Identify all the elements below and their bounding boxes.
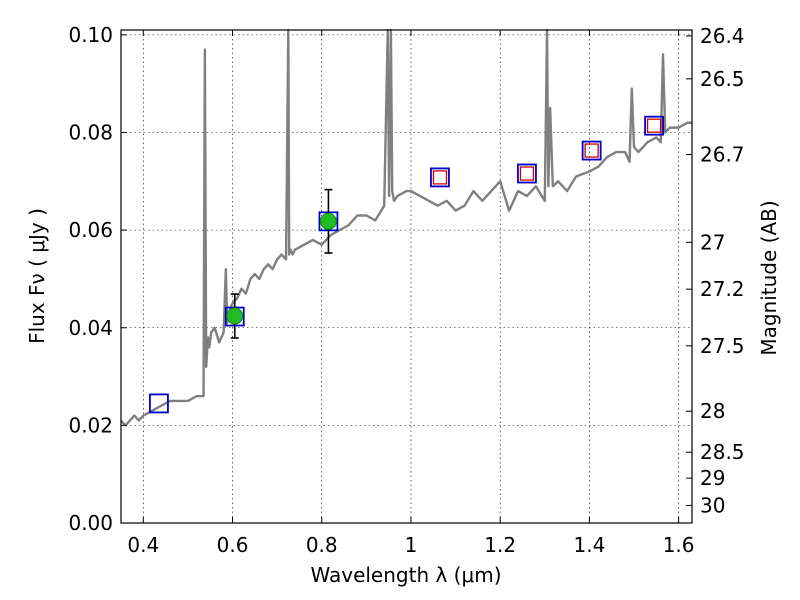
model-photometry-marker — [430, 167, 450, 188]
plot-background — [121, 30, 692, 523]
x-tick-label: 1.2 — [484, 533, 516, 557]
detection-point — [226, 307, 244, 325]
detection-point — [319, 212, 337, 230]
y2-tick-label: 26.4 — [700, 24, 745, 48]
y-tick-label: 0.06 — [68, 218, 113, 242]
observed-photometry-marker — [519, 166, 535, 181]
model-photometry-marker — [644, 115, 664, 136]
y2-tick-label: 28 — [700, 399, 725, 423]
y2-tick-label: 27.5 — [700, 334, 745, 358]
y2-tick-label: 26.7 — [700, 142, 745, 166]
model-photometry-marker — [581, 140, 602, 161]
y-tick-label: 0.00 — [68, 511, 113, 535]
y2-tick-label: 27 — [700, 230, 725, 254]
x-tick-label: 0.6 — [217, 533, 249, 557]
y-axis-label: Flux Fν ( μJy ) — [25, 208, 49, 344]
x-tick-label: 1 — [405, 533, 418, 557]
y-tick-label: 0.08 — [68, 121, 113, 145]
y2-tick-label: 30 — [700, 493, 725, 517]
plot-frame — [120, 29, 693, 524]
y2-tick-label: 26.5 — [700, 67, 745, 91]
x-axis-label: Wavelength λ (μm) — [310, 563, 501, 587]
x-tick-label: 1.4 — [573, 533, 605, 557]
ticks: 0.4 0.6 0.8 1 1.2 1.4 1.6 0.00 0.02 0.04 0.06 0.08 0… — [68, 23, 744, 557]
model-photometry-marker — [149, 393, 169, 414]
markers — [149, 115, 664, 414]
x-tick-label: 0.8 — [306, 533, 338, 557]
sed-line-path — [120, 28, 692, 427]
x-tick-label: 0.4 — [127, 533, 159, 557]
y-tick-label: 0.02 — [68, 413, 113, 437]
y2-axis-label: Magnitude (AB) — [757, 200, 781, 355]
observed-photometry-marker — [646, 118, 662, 133]
y2-tick-label: 27.2 — [700, 277, 745, 301]
observed-photometry-marker — [432, 170, 448, 185]
model-sed-line — [120, 28, 692, 427]
model-photometry-marker — [517, 163, 537, 184]
y2-tick-label: 29 — [700, 466, 725, 490]
y-tick-label: 0.10 — [68, 23, 113, 47]
x-tick-label: 1.6 — [663, 533, 695, 557]
y-tick-label: 0.04 — [68, 316, 113, 340]
observed-photometry-marker — [584, 143, 599, 158]
y2-tick-label: 28.5 — [700, 440, 745, 464]
